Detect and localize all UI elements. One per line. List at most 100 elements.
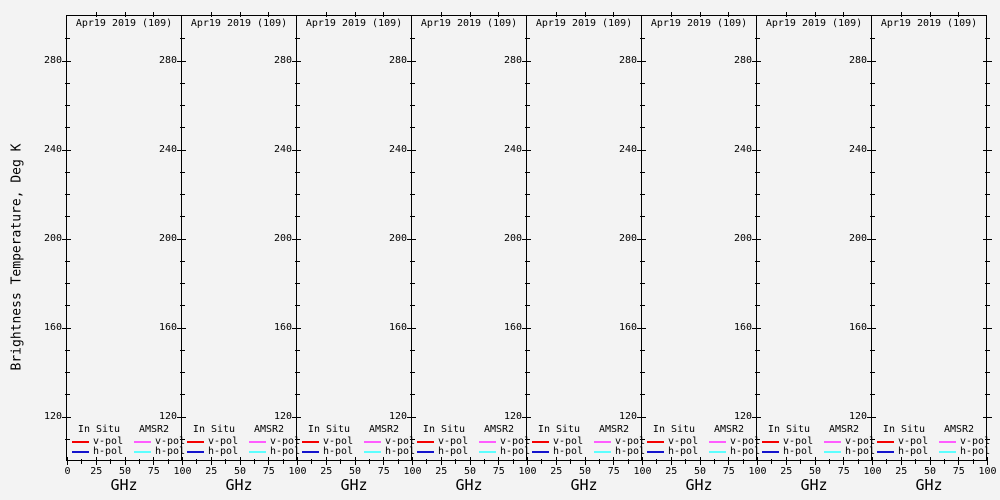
x-tick-label: 25 — [435, 466, 448, 477]
x-top-tick — [613, 12, 615, 17]
legend-line-swatch — [364, 451, 381, 453]
y-major-tick — [522, 327, 531, 329]
x-tick-label: 100 — [173, 466, 192, 477]
x-major-tick — [584, 457, 586, 465]
x-top-tick — [124, 12, 126, 17]
y-major-tick — [62, 60, 71, 62]
x-major-tick — [843, 457, 845, 465]
x-tick-label: 100 — [633, 466, 652, 477]
y-tick-label: 120 — [158, 411, 177, 422]
y-minor-tick — [755, 283, 760, 284]
y-major-tick — [407, 416, 416, 418]
x-tick-label: 75 — [492, 466, 505, 477]
x-minor-tick — [685, 459, 687, 464]
y-tick-label: 200 — [43, 233, 62, 244]
legend-column-header: AMSR2 — [828, 424, 860, 435]
y-major-tick — [522, 149, 531, 151]
y-minor-tick — [640, 38, 645, 40]
y-tick-label: 240 — [503, 144, 522, 155]
y-tick-label: 160 — [388, 322, 407, 333]
y-minor-tick — [640, 127, 645, 129]
legend-line-swatch — [647, 451, 664, 453]
panel-title: Apr19 2019 (109) — [190, 18, 288, 29]
y-tick-label: 120 — [848, 411, 867, 422]
y-minor-tick — [755, 305, 760, 307]
legend-column-header: In Situ — [882, 424, 926, 435]
legend-entry-label: h-pol — [845, 446, 876, 457]
y-tick-label: 280 — [848, 55, 867, 66]
legend-entry-label: v-pol — [668, 436, 699, 447]
x-major-tick — [325, 457, 327, 465]
plot-panel: Apr19 2019 (109) GHz 280 240 200 160 120 25 50… — [849, 12, 997, 493]
legend-entry-label: h-pol — [615, 446, 646, 457]
y-major-tick — [62, 149, 71, 151]
x-major-tick — [383, 457, 385, 465]
y-tick-label: 200 — [733, 233, 752, 244]
y-minor-tick — [295, 216, 300, 218]
y-minor-tick — [295, 305, 300, 307]
y-minor-tick — [870, 394, 875, 396]
y-tick-label: 200 — [158, 233, 177, 244]
x-minor-tick — [570, 459, 572, 464]
legend-entry-label: h-pol — [898, 446, 929, 457]
x-tick-label: 75 — [607, 466, 620, 477]
legend-column-header: AMSR2 — [138, 424, 170, 435]
x-major-tick — [958, 457, 960, 465]
y-minor-tick — [295, 260, 300, 262]
y-tick-label: 200 — [273, 233, 292, 244]
x-top-tick — [929, 12, 931, 17]
y-minor-tick — [525, 372, 530, 373]
y-minor-tick-right — [985, 372, 990, 373]
x-tick-label: 50 — [578, 466, 592, 477]
y-minor-tick — [65, 260, 70, 262]
x-axis-title: GHz — [800, 476, 828, 494]
legend-entry-label: h-pol — [208, 446, 239, 457]
y-major-tick — [752, 238, 761, 240]
panel-title: Apr19 2019 (109) — [650, 18, 748, 29]
plot-panel: Apr19 2019 (109) GHz 280 240 200 160 120 25 50… — [159, 12, 307, 493]
y-tick-label: 120 — [388, 411, 407, 422]
x-top-tick — [469, 12, 471, 17]
x-major-tick — [440, 457, 442, 465]
x-minor-tick — [541, 459, 543, 464]
legend-line-swatch — [72, 441, 89, 443]
x-tick-label: 25 — [320, 466, 333, 477]
y-tick-label: 160 — [43, 322, 62, 333]
panel-title: Apr19 2019 (109) — [765, 18, 863, 29]
x-tick-label: 75 — [952, 466, 965, 477]
legend-entry-label: v-pol — [960, 436, 991, 447]
y-major-tick — [867, 416, 876, 418]
y-minor-tick — [755, 216, 760, 218]
y-minor-tick — [755, 394, 760, 396]
y-major-tick — [292, 149, 301, 151]
y-minor-tick — [65, 127, 70, 129]
y-major-tick — [867, 149, 876, 151]
legend-entry-label: v-pol — [438, 436, 469, 447]
y-major-tick — [407, 327, 416, 329]
x-major-tick — [239, 457, 241, 465]
y-minor-tick — [640, 283, 645, 284]
x-major-tick — [929, 457, 931, 465]
x-tick-label: 50 — [348, 466, 362, 477]
x-minor-tick — [110, 459, 112, 464]
x-minor-tick — [455, 459, 457, 464]
x-major-tick — [613, 457, 615, 465]
x-tick-label: 0 — [64, 466, 71, 477]
x-major-tick — [987, 457, 988, 465]
x-major-tick — [757, 457, 758, 465]
y-tick-label: 240 — [388, 144, 407, 155]
legend-column-header: AMSR2 — [713, 424, 745, 435]
y-tick-label: 280 — [503, 55, 522, 66]
y-tick-label: 200 — [618, 233, 637, 244]
legend-entry-label: v-pol — [270, 436, 301, 447]
y-major-tick — [407, 60, 416, 62]
legend-line-swatch — [134, 451, 151, 453]
x-axis-title: GHz — [455, 476, 483, 494]
y-minor-tick — [755, 194, 760, 195]
legend-entry-label: h-pol — [323, 446, 354, 457]
legend-column-header: In Situ — [192, 424, 236, 435]
y-minor-tick — [640, 372, 645, 373]
x-tick-label: 100 — [403, 466, 422, 477]
legend-line-swatch — [249, 441, 266, 443]
x-top-tick — [728, 12, 730, 17]
